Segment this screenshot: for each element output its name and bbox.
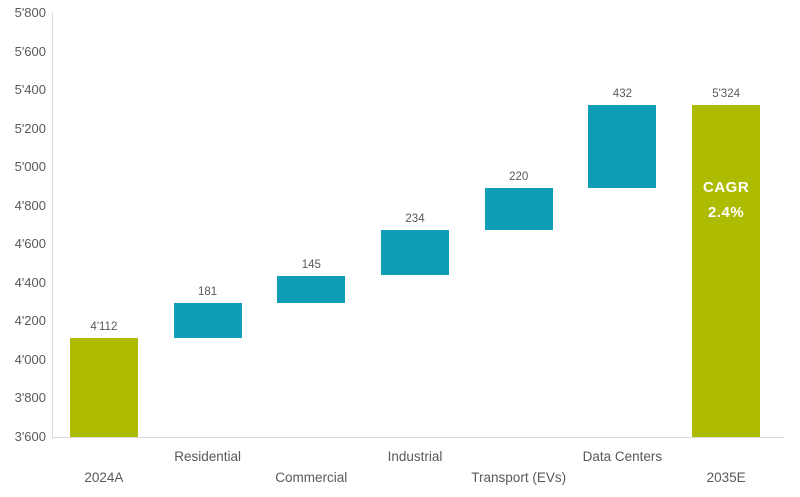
y-axis-tick-label: 5'400 — [14, 82, 46, 98]
value-label-2024a: 4'112 — [90, 321, 118, 334]
category-label-2035e: 2035E — [706, 470, 746, 485]
category-label-industrial: Industrial — [387, 449, 443, 464]
x-axis-line — [52, 437, 784, 438]
value-label-industrial: 234 — [405, 213, 425, 226]
cagr-annotation-line2: 2.4% — [707, 203, 745, 221]
value-label-transport-evs: 220 — [509, 171, 529, 183]
y-axis-tick-label: 4'800 — [14, 197, 46, 213]
cagr-annotation-line1: CAGR — [703, 178, 750, 196]
value-label-commercial: 145 — [301, 258, 321, 271]
y-axis-tick-label: 4'200 — [14, 313, 46, 329]
bar-2035e — [692, 104, 761, 437]
value-label-data-centers: 432 — [612, 87, 632, 100]
y-axis-line — [52, 13, 53, 437]
value-label-residential: 181 — [198, 286, 218, 299]
y-axis-tick-label: 5'600 — [14, 43, 46, 59]
category-label-residential: Residential — [174, 449, 241, 464]
y-axis-tick-label: 4'400 — [14, 274, 46, 290]
bar-transport-evs — [484, 188, 553, 231]
category-label-transport-evs: Transport (EVs) — [471, 470, 567, 485]
y-axis-tick-label: 3'800 — [14, 390, 46, 406]
y-axis-tick-label: 5'800 — [14, 5, 46, 20]
y-axis-tick-label: 4'600 — [14, 236, 46, 252]
category-label-2024a: 2024A — [84, 470, 124, 485]
value-label-2035e: 5'324 — [712, 87, 740, 100]
bar-residential — [173, 303, 242, 339]
bar-2024a — [69, 338, 138, 437]
bar-commercial — [277, 275, 346, 304]
y-axis-tick-label: 5'200 — [14, 120, 46, 136]
category-label-commercial: Commercial — [275, 470, 348, 485]
y-axis-tick-label: 4'000 — [14, 351, 46, 367]
category-label-data-centers: Data Centers — [582, 449, 663, 464]
cagr-annotation: CAGR 2.4% — [692, 175, 760, 225]
y-axis-tick-label: 5'000 — [14, 159, 46, 175]
bar-data-centers — [588, 104, 657, 188]
bar-industrial — [381, 230, 449, 276]
y-axis-tick-label: 3'600 — [14, 429, 46, 444]
